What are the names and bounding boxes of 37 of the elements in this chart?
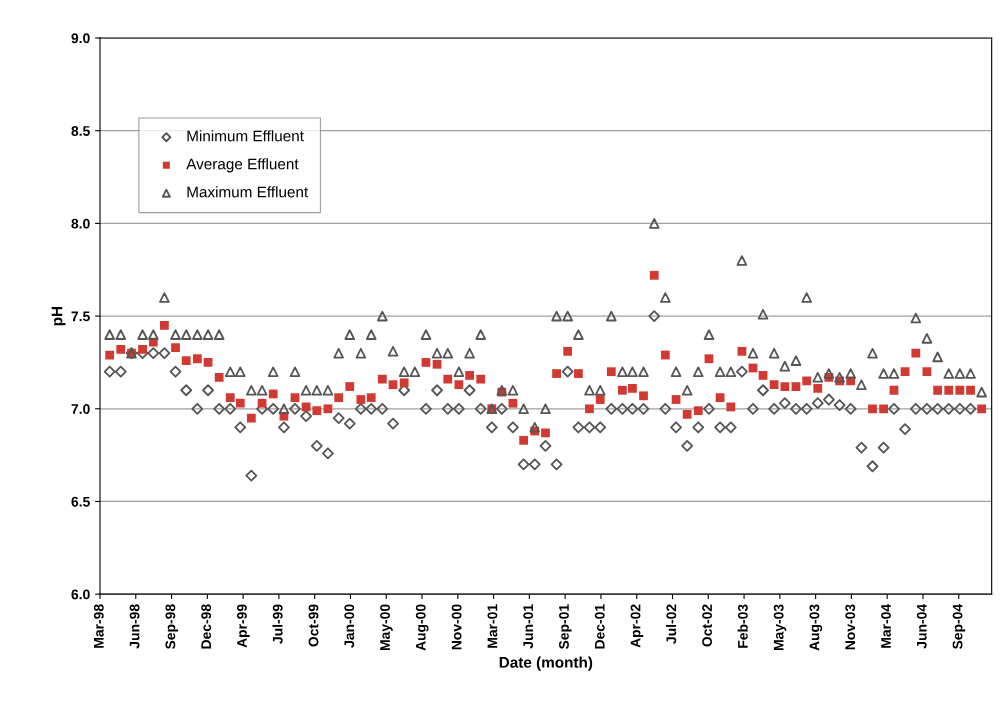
- x-tick-label: Mar-01: [487, 604, 498, 648]
- x-tick-label: Oct-99: [308, 604, 319, 647]
- x-tick-label: Jun-04: [916, 603, 927, 649]
- x-tick-label: Jan-00: [344, 604, 355, 648]
- x-tick-label: Sep-01: [559, 604, 572, 650]
- x-tick-label: Mar-04: [881, 603, 891, 648]
- x-tick-label: Sep-04: [952, 603, 966, 650]
- x-tick-label: Oct-02: [702, 604, 713, 647]
- y-axis-title: pH: [51, 306, 66, 326]
- x-tick-label: Dec-01: [594, 604, 605, 649]
- x-tick-label: Apr-99: [237, 604, 250, 648]
- y-tick-label: 8.5: [71, 126, 90, 136]
- y-tick-label: 6.0: [71, 589, 90, 600]
- x-tick-label: May-03: [773, 604, 787, 651]
- x-tick-label: Mar-98: [93, 604, 104, 648]
- x-tick-label: May-00: [380, 604, 393, 651]
- legend-label: Maximum Effluent: [187, 186, 309, 198]
- legend-label: Minimum Effluent: [187, 130, 304, 142]
- x-tick-label: Jun-98: [129, 604, 140, 649]
- x-tick-label: Sep-98: [165, 604, 179, 650]
- x-tick-label: Feb-03: [737, 604, 748, 648]
- y-tick-label: 9.0: [71, 33, 90, 44]
- x-tick-label: Jul-02: [666, 604, 677, 644]
- y-tick-label: 6.5: [71, 496, 90, 507]
- x-tick-label: Jul-99: [272, 604, 283, 644]
- y-tick-label: 7.5: [71, 311, 90, 322]
- x-tick-label: Apr-02: [630, 604, 644, 648]
- x-tick-label: Aug-00: [415, 604, 429, 651]
- x-tick-label: Jun-01: [523, 604, 534, 649]
- legend-label: Average Effluent: [186, 158, 299, 173]
- y-tick-label: 8.0: [71, 218, 90, 229]
- x-tick-label: Aug-03: [809, 604, 823, 651]
- y-tick-label: 7.0: [71, 404, 90, 414]
- x-tick-label: Nov-00: [451, 604, 462, 650]
- x-axis-title: Date (month): [499, 656, 593, 671]
- x-tick-label: Nov-03: [845, 604, 856, 650]
- x-tick-label: Dec-98: [201, 604, 212, 649]
